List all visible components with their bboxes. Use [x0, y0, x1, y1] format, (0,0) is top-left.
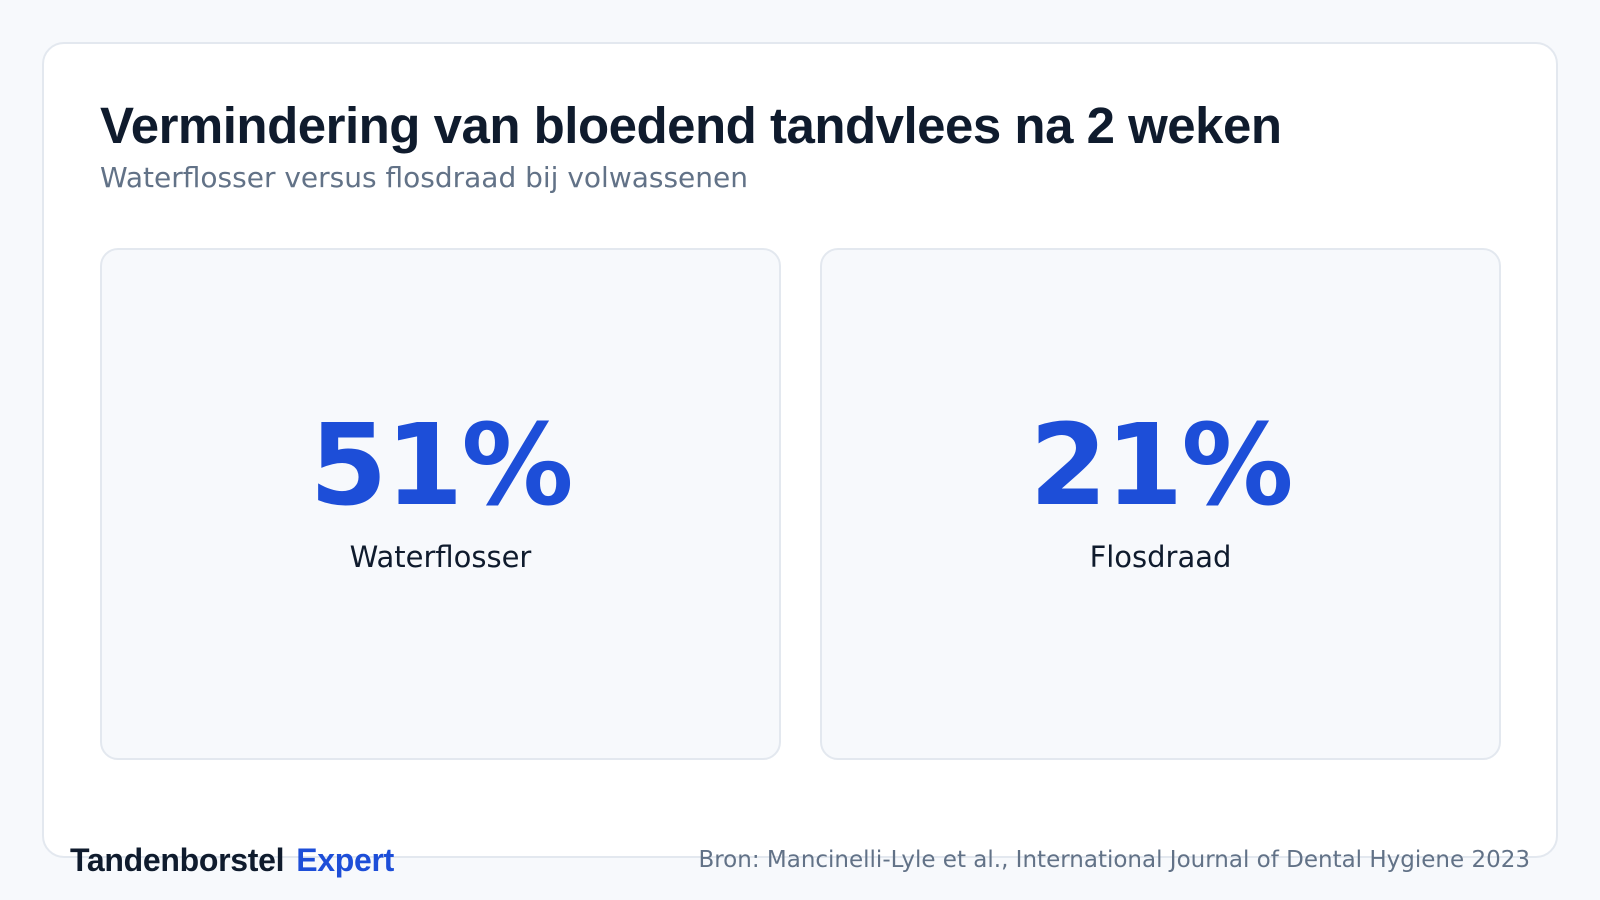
chart-subtitle: Waterflosser versus flosdraad bij volwas… — [100, 161, 749, 194]
brand-logo: Tandenborstel Expert — [70, 842, 394, 879]
brand-accent: Expert — [296, 842, 394, 878]
stat-card-waterflosser: 51% Waterflosser — [100, 248, 781, 760]
stat-value-flosdraad: 21% — [1029, 401, 1293, 531]
stat-label-waterflosser: Waterflosser — [349, 540, 532, 574]
brand-name: Tandenborstel — [70, 842, 285, 878]
stat-label-flosdraad: Flosdraad — [1089, 540, 1232, 574]
stat-value-waterflosser: 51% — [309, 401, 573, 531]
stat-card-flosdraad: 21% Flosdraad — [820, 248, 1501, 760]
chart-title: Vermindering van bloedend tandvlees na 2… — [100, 97, 1282, 154]
source-citation: Bron: Mancinelli-Lyle et al., Internatio… — [698, 847, 1530, 873]
